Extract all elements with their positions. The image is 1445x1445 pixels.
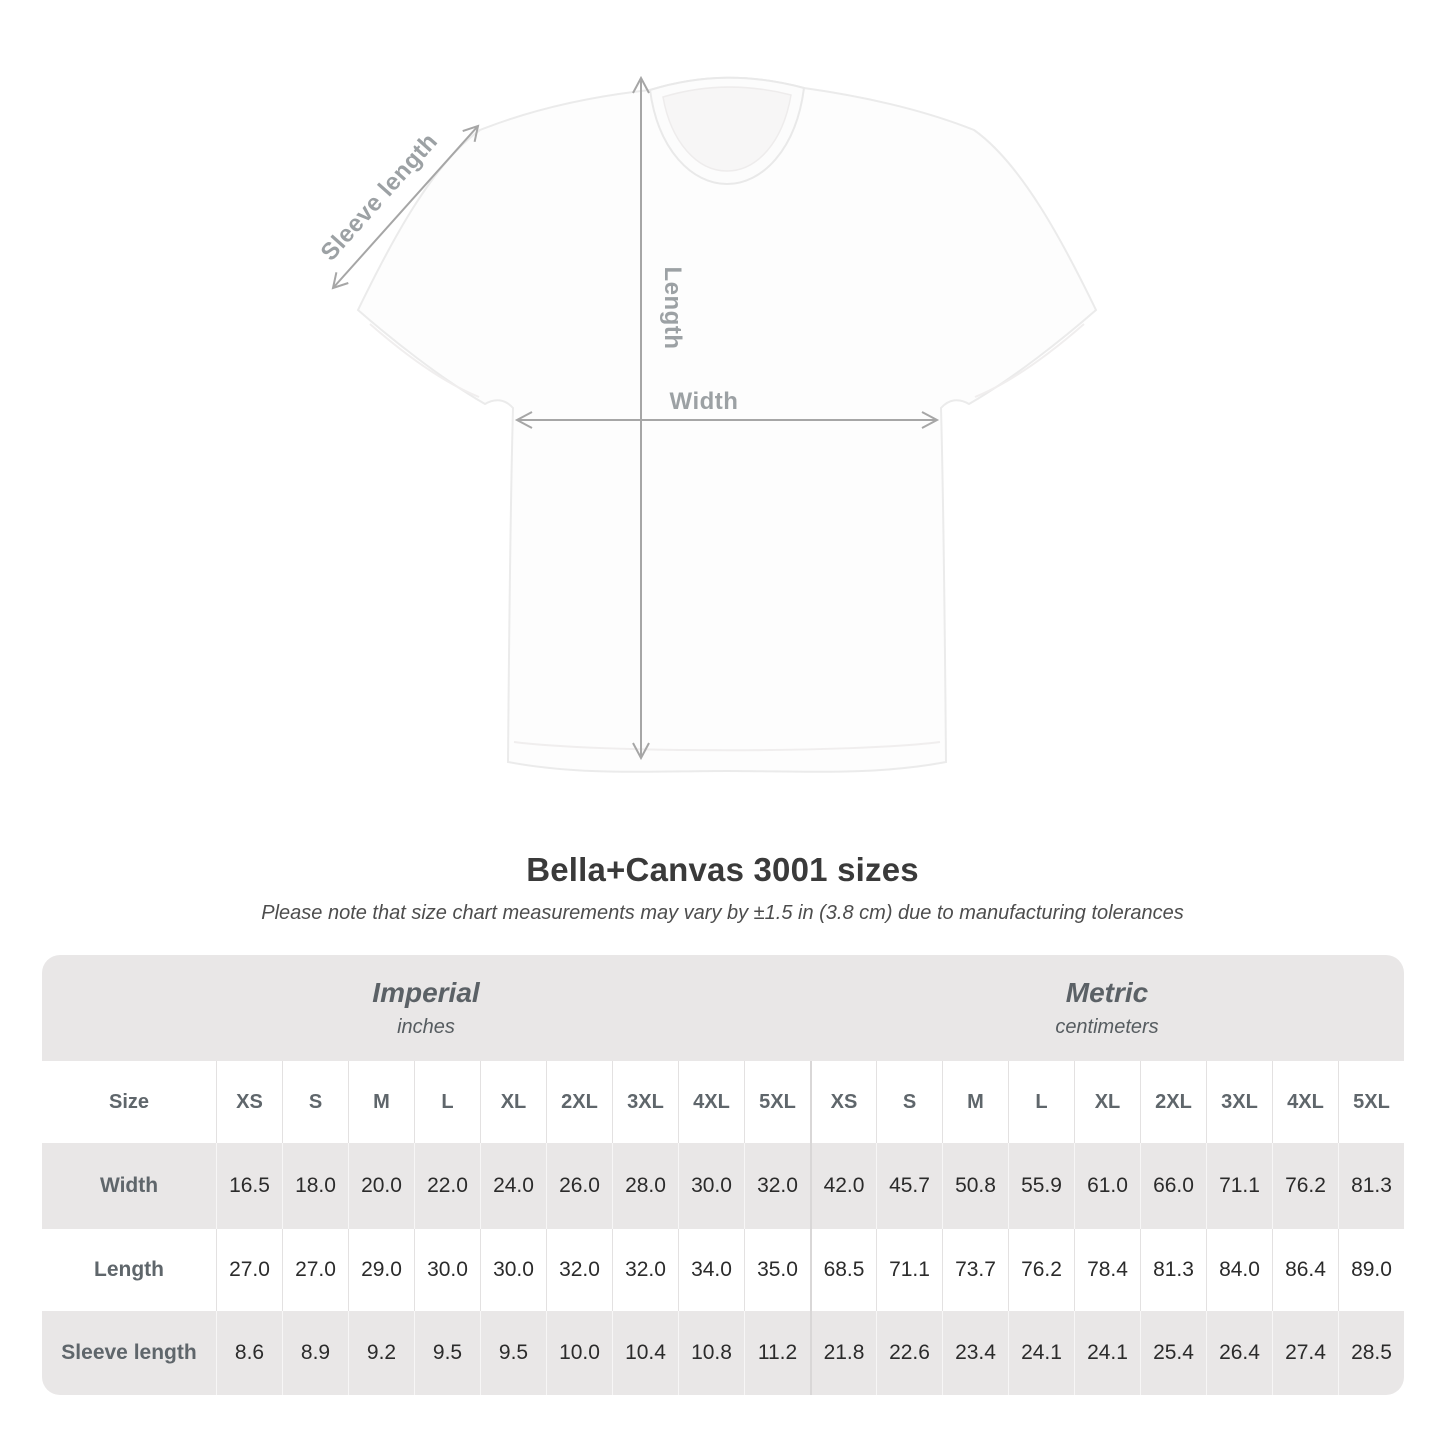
value-cell: 10.0	[546, 1311, 612, 1395]
length-arrow	[632, 75, 650, 761]
page-subtitle: Please note that size chart measurements…	[261, 902, 1184, 924]
size-header: 4XL	[678, 1061, 744, 1143]
tshirt-measurement-diagram: Sleeve length Length Width	[316, 75, 1098, 773]
value-cell: 78.4	[1074, 1229, 1140, 1311]
size-header: XS	[810, 1061, 876, 1143]
value-cell: 16.5	[216, 1143, 282, 1229]
value-cell: 32.0	[546, 1229, 612, 1311]
value-cell: 28.5	[1338, 1311, 1404, 1395]
value-cell: 23.4	[942, 1311, 1008, 1395]
width-arrow	[514, 411, 940, 429]
size-header: 3XL	[612, 1061, 678, 1143]
size-header: L	[414, 1061, 480, 1143]
value-cell: 28.0	[612, 1143, 678, 1229]
size-header: XL	[1074, 1061, 1140, 1143]
value-cell: 27.4	[1272, 1311, 1338, 1395]
sleeve-length-arrow	[331, 124, 480, 290]
value-cell: 35.0	[744, 1229, 810, 1311]
imperial-section-header: Imperial inches	[42, 955, 810, 1061]
metric-label: Metric	[1065, 977, 1149, 1008]
value-cell: 84.0	[1206, 1229, 1272, 1311]
value-cell: 30.0	[678, 1143, 744, 1229]
value-cell: 76.2	[1008, 1229, 1074, 1311]
value-cell: 29.0	[348, 1229, 414, 1311]
imperial-unit: inches	[397, 1016, 455, 1038]
value-cell: 71.1	[876, 1229, 942, 1311]
value-cell: 25.4	[1140, 1311, 1206, 1395]
value-cell: 9.2	[348, 1311, 414, 1395]
value-cell: 86.4	[1272, 1229, 1338, 1311]
value-cell: 11.2	[744, 1311, 810, 1395]
value-cell: 89.0	[1338, 1229, 1404, 1311]
row-label: Sleeve length	[42, 1311, 216, 1395]
value-cell: 42.0	[810, 1143, 876, 1229]
value-cell: 8.9	[282, 1311, 348, 1395]
value-cell: 76.2	[1272, 1143, 1338, 1229]
metric-section-header: Metric centimeters	[810, 955, 1404, 1061]
value-cell: 50.8	[942, 1143, 1008, 1229]
value-cell: 30.0	[414, 1229, 480, 1311]
imperial-label: Imperial	[372, 977, 480, 1008]
tshirt-illustration	[356, 76, 1098, 773]
size-header: 4XL	[1272, 1061, 1338, 1143]
size-header: XS	[216, 1061, 282, 1143]
tshirt-diagram-svg: Sleeve length Length Width	[316, 75, 1098, 773]
row-label: Length	[42, 1229, 216, 1311]
value-cell: 81.3	[1140, 1229, 1206, 1311]
value-cell: 73.7	[942, 1229, 1008, 1311]
value-cell: 26.4	[1206, 1311, 1272, 1395]
size-header: XL	[480, 1061, 546, 1143]
value-cell: 81.3	[1338, 1143, 1404, 1229]
size-header: M	[348, 1061, 414, 1143]
value-cell: 27.0	[282, 1229, 348, 1311]
length-label: Length	[659, 267, 686, 350]
value-cell: 26.0	[546, 1143, 612, 1229]
value-cell: 71.1	[1206, 1143, 1272, 1229]
value-cell: 68.5	[810, 1229, 876, 1311]
value-cell: 24.1	[1008, 1311, 1074, 1395]
size-header: S	[282, 1061, 348, 1143]
size-header: 3XL	[1206, 1061, 1272, 1143]
value-cell: 24.0	[480, 1143, 546, 1229]
value-cell: 21.8	[810, 1311, 876, 1395]
size-header: S	[876, 1061, 942, 1143]
width-label: Width	[670, 388, 739, 415]
value-cell: 9.5	[414, 1311, 480, 1395]
value-cell: 24.1	[1074, 1311, 1140, 1395]
metric-unit: centimeters	[1055, 1016, 1159, 1038]
value-cell: 34.0	[678, 1229, 744, 1311]
size-header: 5XL	[1338, 1061, 1404, 1143]
value-cell: 8.6	[216, 1311, 282, 1395]
value-cell: 10.8	[678, 1311, 744, 1395]
row-label: Width	[42, 1143, 216, 1229]
size-header: L	[1008, 1061, 1074, 1143]
size-header: 2XL	[1140, 1061, 1206, 1143]
size-header: 5XL	[744, 1061, 810, 1143]
value-cell: 9.5	[480, 1311, 546, 1395]
size-header: M	[942, 1061, 1008, 1143]
size-grid: Imperial inches Metric centimeters Size …	[42, 955, 1404, 1395]
value-cell: 61.0	[1074, 1143, 1140, 1229]
value-cell: 22.6	[876, 1311, 942, 1395]
value-cell: 18.0	[282, 1143, 348, 1229]
value-cell: 10.4	[612, 1311, 678, 1395]
size-column-header: Size	[42, 1061, 216, 1143]
value-cell: 45.7	[876, 1143, 942, 1229]
value-cell: 20.0	[348, 1143, 414, 1229]
value-cell: 55.9	[1008, 1143, 1074, 1229]
size-header: 2XL	[546, 1061, 612, 1143]
value-cell: 32.0	[612, 1229, 678, 1311]
page-title: Bella+Canvas 3001 sizes	[526, 851, 919, 888]
value-cell: 27.0	[216, 1229, 282, 1311]
value-cell: 32.0	[744, 1143, 810, 1229]
value-cell: 66.0	[1140, 1143, 1206, 1229]
value-cell: 22.0	[414, 1143, 480, 1229]
value-cell: 30.0	[480, 1229, 546, 1311]
size-table: Imperial inches Metric centimeters Size …	[42, 955, 1404, 1395]
